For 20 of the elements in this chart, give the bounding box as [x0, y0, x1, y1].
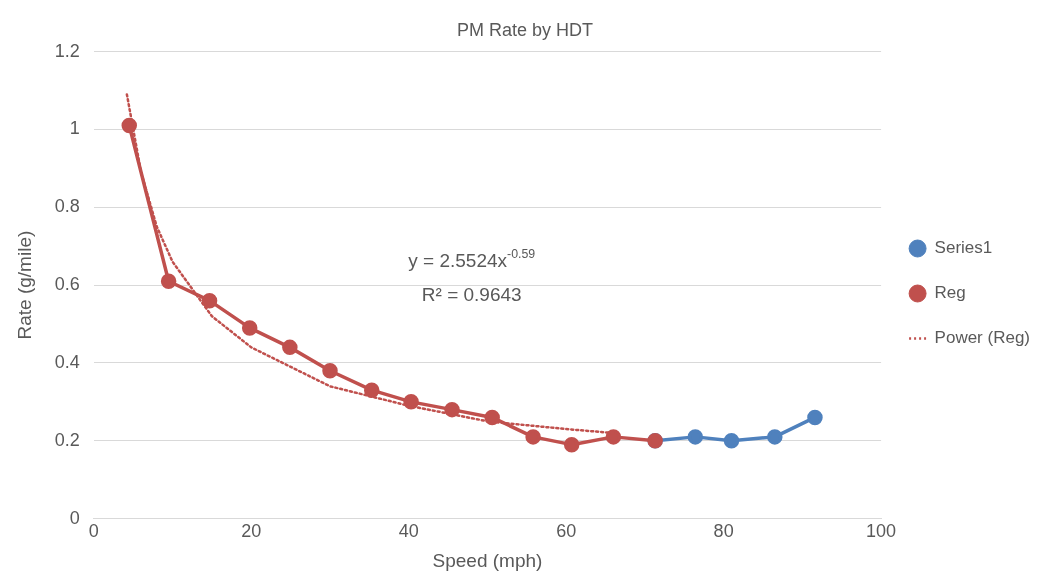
y-tick-label: 0.2 [54, 429, 80, 450]
x-tick-label: 40 [398, 521, 419, 542]
x-tick-label: 80 [713, 521, 734, 542]
y-tick-label: 0.6 [54, 274, 80, 295]
legend-label: Reg [934, 283, 966, 303]
y-tick-label: 0.4 [54, 351, 80, 372]
x-tick-label: 0 [88, 521, 99, 542]
x-tick-label: 100 [866, 521, 897, 542]
y-tick-label: 1.2 [54, 40, 80, 61]
annotation: R² = 0.9643 [421, 283, 522, 305]
legend-label: Power (Reg) [934, 328, 1030, 348]
legend-label: Series1 [934, 238, 993, 258]
x-tick-label: 20 [241, 521, 262, 542]
x-axis-title: Speed (mph) [432, 549, 543, 571]
y-tick-label: 0.8 [54, 196, 80, 217]
y-axis-title: Rate (g/mile) [13, 230, 35, 340]
y-tick-label: 0 [69, 507, 80, 528]
chart-title: PM Rate by HDT [456, 19, 594, 40]
x-tick-label: 60 [556, 521, 577, 542]
y-tick-label: 1 [69, 118, 80, 139]
